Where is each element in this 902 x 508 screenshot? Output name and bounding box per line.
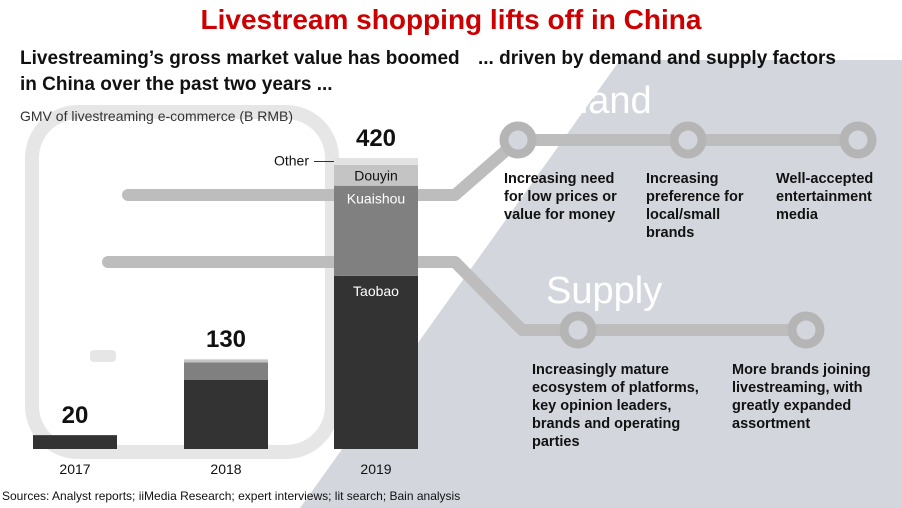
- bar-total-label-2017: 20: [62, 402, 89, 429]
- supply-item-1: Increasingly mature ecosystem of platfor…: [532, 362, 699, 450]
- bar-kuaishou-2018: [184, 362, 268, 380]
- demand-item-2: Increasing preference for local/small br…: [646, 171, 744, 241]
- bar-other-2019: [334, 158, 418, 165]
- series-label-kuaishou: Kuaishou: [347, 191, 405, 207]
- supply-node-1: [559, 311, 597, 349]
- supply-heading: Supply: [546, 270, 663, 312]
- demand-node-2: [669, 121, 707, 159]
- right-subtitle: ... driven by demand and supply factors: [478, 48, 836, 69]
- bar-douyin-2019: [334, 164, 418, 186]
- demand-item-3: Well-accepted entertainment media: [776, 171, 874, 223]
- bar-taobao-2017: [33, 435, 117, 449]
- phone-outline-graphic: [25, 105, 339, 459]
- category-label-2018: 2018: [210, 461, 241, 477]
- supply-item-2: More brands joining livestreaming, with …: [732, 362, 871, 432]
- bar-douyin-2018: [184, 359, 268, 363]
- bar-taobao-2018: [184, 379, 268, 449]
- demand-node-3: [839, 121, 877, 159]
- category-label-2019: 2019: [360, 461, 391, 477]
- demand-node-1: [499, 121, 537, 159]
- series-label-other: Other: [274, 152, 309, 168]
- sources-note: Sources: Analyst reports; iiMedia Resear…: [2, 489, 461, 503]
- series-label-taobao: Taobao: [353, 283, 399, 299]
- bar-other-2018: [184, 358, 268, 360]
- demand-item-1: Increasing need for low prices or value …: [504, 171, 617, 223]
- category-label-2017: 2017: [59, 461, 90, 477]
- bar-total-label-2019: 420: [356, 125, 396, 152]
- left-subtitle: Livestreaming’s gross market value has b…: [20, 48, 460, 95]
- supply-node-2: [787, 311, 825, 349]
- demand-heading: Demand: [508, 80, 652, 122]
- background-diagonal-panel: [300, 60, 902, 508]
- bar-total-label-2018: 130: [206, 326, 246, 353]
- page-title: Livestream shopping lifts off in China: [200, 4, 702, 35]
- bar-kuaishou-2019: [334, 185, 418, 276]
- bar-taobao-2019: [334, 275, 418, 449]
- gmv-axis-label: GMV of livestreaming e-commerce (B RMB): [20, 108, 294, 124]
- network-nodes: [499, 121, 877, 349]
- series-label-douyin: Douyin: [354, 167, 398, 183]
